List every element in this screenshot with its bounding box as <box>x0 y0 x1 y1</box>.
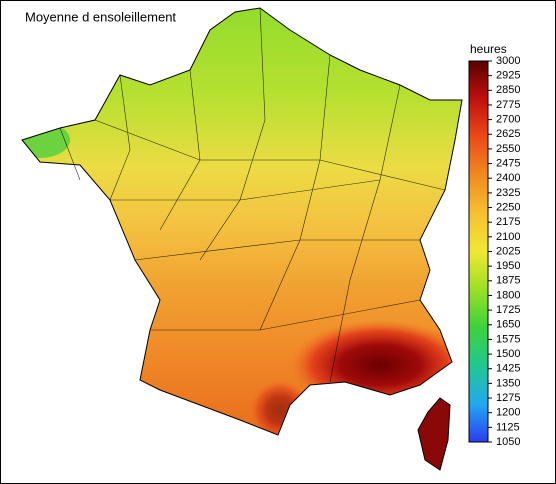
colorbar-tick-label: 1425 <box>496 363 520 375</box>
colorbar-tick-label: 2325 <box>496 187 520 199</box>
colorbar-tick-label: 2925 <box>496 70 520 82</box>
colorbar-tick-label: 1350 <box>496 377 520 389</box>
colorbar-tick-label: 2175 <box>496 216 520 228</box>
colorbar-tick-label: 1275 <box>496 392 520 404</box>
colorbar-tick-label: 2400 <box>496 172 520 184</box>
colorbar-tick-label: 2850 <box>496 84 520 96</box>
colorbar-tick-label: 2100 <box>496 231 520 243</box>
colorbar-tick-label: 2250 <box>496 201 520 213</box>
colorbar-tick-label: 2025 <box>496 245 520 257</box>
colorbar-tick-label: 1500 <box>496 348 520 360</box>
colorbar-label: heures <box>470 42 507 56</box>
colorbar: 1050 1125 1200 1275 1350 1425 1500 1575 1650 1725… <box>468 55 520 448</box>
colorbar-tick-label: 3000 <box>496 55 520 67</box>
colorbar-tick-label: 1800 <box>496 289 520 301</box>
colorbar-tick-label: 2550 <box>496 143 520 155</box>
colorbar-tick-label: 2700 <box>496 114 520 126</box>
colorbar-tick-label: 1050 <box>496 436 520 448</box>
colorbar-tick-label: 1650 <box>496 319 520 331</box>
colorbar-tick-label: 1725 <box>496 304 520 316</box>
map-title: Moyenne d ensoleillement <box>25 9 176 24</box>
colorbar-tick-label: 2475 <box>496 157 520 169</box>
colorbar-tick-label: 2625 <box>496 128 520 140</box>
colorbar-tick-label: 2775 <box>496 99 520 111</box>
colorbar-scale <box>468 60 489 443</box>
colorbar-tick-label: 1875 <box>496 275 520 287</box>
colorbar-tick-label: 1125 <box>496 421 520 433</box>
colorbar-tick-label: 1950 <box>496 260 520 272</box>
colorbar-tick-label: 1575 <box>496 333 520 345</box>
colorbar-tick-label: 1200 <box>496 407 520 419</box>
